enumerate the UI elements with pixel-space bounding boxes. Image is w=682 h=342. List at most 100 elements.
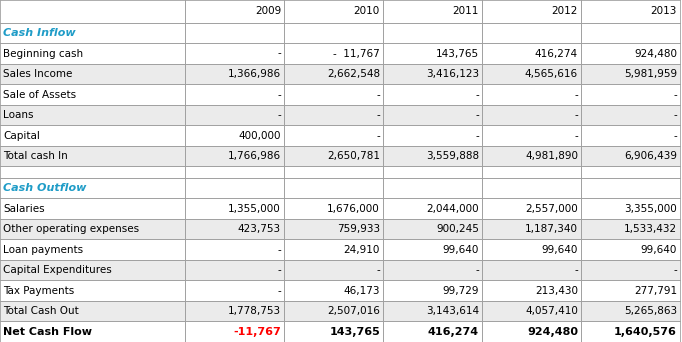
Text: -: - xyxy=(574,131,578,141)
Text: 400,000: 400,000 xyxy=(239,131,281,141)
Bar xyxy=(185,301,284,321)
Text: 99,640: 99,640 xyxy=(640,245,677,255)
Bar xyxy=(185,126,284,146)
Bar xyxy=(383,321,482,342)
Bar xyxy=(383,301,482,321)
Text: 24,910: 24,910 xyxy=(344,245,380,255)
Bar xyxy=(383,84,482,105)
Bar xyxy=(482,301,581,321)
Text: 924,480: 924,480 xyxy=(527,327,578,337)
Text: 2012: 2012 xyxy=(552,6,578,16)
Text: -: - xyxy=(278,110,281,120)
Text: 6,906,439: 6,906,439 xyxy=(624,151,677,161)
Text: 2011: 2011 xyxy=(453,6,479,16)
Text: -: - xyxy=(673,131,677,141)
Bar xyxy=(185,219,284,239)
Bar xyxy=(383,23,482,43)
Bar xyxy=(482,0,581,23)
Bar xyxy=(581,84,680,105)
Bar xyxy=(581,64,680,84)
Bar xyxy=(185,198,284,219)
Text: -: - xyxy=(376,131,380,141)
Bar xyxy=(482,126,581,146)
Text: 2010: 2010 xyxy=(354,6,380,16)
Text: 416,274: 416,274 xyxy=(535,49,578,58)
Bar xyxy=(581,321,680,342)
Bar xyxy=(0,84,185,105)
Bar xyxy=(284,146,383,167)
Text: 5,265,863: 5,265,863 xyxy=(624,306,677,316)
Text: 143,765: 143,765 xyxy=(436,49,479,58)
Text: -: - xyxy=(475,90,479,100)
Bar xyxy=(185,64,284,84)
Text: 2,507,016: 2,507,016 xyxy=(327,306,380,316)
Bar xyxy=(383,105,482,126)
Text: Total cash In: Total cash In xyxy=(3,151,68,161)
Bar xyxy=(0,178,185,198)
Text: Total Cash Out: Total Cash Out xyxy=(3,306,78,316)
Text: -: - xyxy=(278,265,281,275)
Text: Beginning cash: Beginning cash xyxy=(3,49,83,58)
Text: 2,044,000: 2,044,000 xyxy=(426,203,479,214)
Bar xyxy=(482,219,581,239)
Bar xyxy=(284,126,383,146)
Text: Net Cash Flow: Net Cash Flow xyxy=(3,327,92,337)
Bar xyxy=(284,301,383,321)
Text: 1,640,576: 1,640,576 xyxy=(614,327,677,337)
Bar xyxy=(185,239,284,260)
Text: -: - xyxy=(475,110,479,120)
Bar xyxy=(581,239,680,260)
Bar xyxy=(383,198,482,219)
Text: -: - xyxy=(475,265,479,275)
Bar xyxy=(0,239,185,260)
Text: Loans: Loans xyxy=(3,110,33,120)
Bar xyxy=(482,260,581,280)
Text: 900,245: 900,245 xyxy=(436,224,479,234)
Bar xyxy=(581,301,680,321)
Bar xyxy=(581,178,680,198)
Text: 423,753: 423,753 xyxy=(238,224,281,234)
Bar xyxy=(482,43,581,64)
Text: 2013: 2013 xyxy=(651,6,677,16)
Text: Cash Inflow: Cash Inflow xyxy=(3,28,76,38)
Bar xyxy=(0,0,185,23)
Bar xyxy=(0,321,185,342)
Text: 1,533,432: 1,533,432 xyxy=(624,224,677,234)
Text: 213,430: 213,430 xyxy=(535,286,578,296)
Text: -11,767: -11,767 xyxy=(233,327,281,337)
Bar xyxy=(0,198,185,219)
Bar xyxy=(581,23,680,43)
Bar xyxy=(284,105,383,126)
Bar xyxy=(581,260,680,280)
Bar xyxy=(0,146,185,167)
Bar xyxy=(383,146,482,167)
Text: 3,355,000: 3,355,000 xyxy=(624,203,677,214)
Bar xyxy=(185,0,284,23)
Bar xyxy=(284,64,383,84)
Bar xyxy=(185,43,284,64)
Bar xyxy=(482,146,581,167)
Bar xyxy=(482,321,581,342)
Text: 2009: 2009 xyxy=(255,6,281,16)
Bar xyxy=(383,178,482,198)
Text: 1,766,986: 1,766,986 xyxy=(228,151,281,161)
Text: 99,729: 99,729 xyxy=(443,286,479,296)
Bar xyxy=(0,219,185,239)
Text: -: - xyxy=(574,110,578,120)
Bar xyxy=(0,167,185,178)
Bar xyxy=(284,0,383,23)
Bar xyxy=(383,167,482,178)
Bar xyxy=(482,178,581,198)
Text: -: - xyxy=(278,90,281,100)
Bar xyxy=(482,198,581,219)
Bar xyxy=(185,84,284,105)
Bar xyxy=(581,219,680,239)
Bar xyxy=(284,23,383,43)
Bar xyxy=(0,126,185,146)
Bar xyxy=(482,84,581,105)
Bar xyxy=(0,43,185,64)
Text: 99,640: 99,640 xyxy=(542,245,578,255)
Text: Sales Income: Sales Income xyxy=(3,69,72,79)
Text: -: - xyxy=(673,110,677,120)
Bar xyxy=(383,126,482,146)
